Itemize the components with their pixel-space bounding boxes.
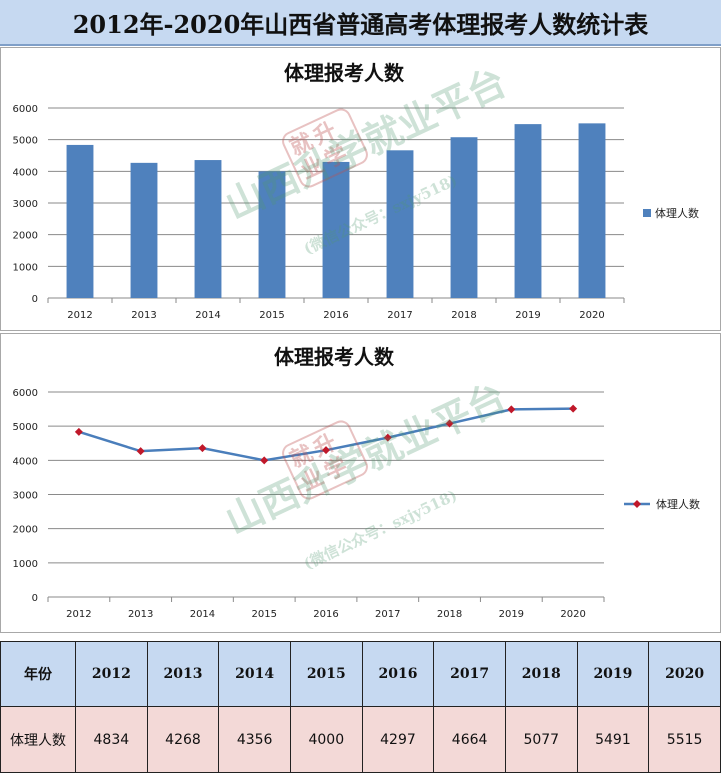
x-tick-label: 2017 [375,609,400,620]
data-point [507,405,516,414]
bar [322,161,350,298]
y-tick-label: 0 [32,294,38,305]
x-tick-label: 2020 [579,310,604,321]
year-cell: 2017 [433,641,506,707]
header-label-cell: 年份 [0,641,76,707]
x-tick-label: 2016 [313,609,338,620]
data-point [198,444,207,453]
y-tick-label: 1000 [13,559,38,570]
value-cell: 4834 [75,706,148,773]
x-tick-label: 2018 [451,310,476,321]
row-label-cell: 体理人数 [0,706,76,773]
y-tick-label: 0 [32,593,38,604]
data-point [383,433,392,442]
bar [450,137,478,298]
data-table: 年份 2012 2013 2014 2015 2016 2017 2018 20… [0,641,721,773]
year-cell: 2019 [576,641,650,707]
x-tick-label: 2016 [323,310,348,321]
y-tick-label: 2000 [13,525,38,536]
value-cell: 4664 [433,706,506,773]
y-tick-label: 4000 [13,167,38,178]
year-cell: 2012 [75,641,148,707]
x-tick-label: 2019 [499,609,524,620]
table-value-row: 体理人数 4834 4268 4356 4000 4297 4664 5077 … [0,706,721,773]
year-cell: 2020 [648,641,721,707]
chart-title: 体理报考人数 [274,345,395,369]
data-point [445,419,454,428]
table-header-row: 年份 2012 2013 2014 2015 2016 2017 2018 20… [0,641,721,707]
y-tick-label: 5000 [13,422,38,433]
y-tick-label: 2000 [13,231,38,242]
bar [386,150,414,298]
x-tick-label: 2018 [437,609,462,620]
year-cell: 2018 [504,641,578,707]
x-tick-label: 2014 [195,310,220,321]
y-tick-label: 5000 [13,136,38,147]
line-chart: 体理报考人数 0 1000 2000 3000 4000 5000 6000 2012 2013 2… [13,345,700,620]
bar [578,123,606,298]
y-tick-label: 1000 [13,262,38,273]
data-point [260,456,269,465]
x-tick-label: 2019 [515,310,540,321]
page-title: 2012年-2020年山西省普通高考体理报考人数统计表 [0,0,721,46]
bar [130,162,158,298]
bar [514,124,542,298]
data-point [136,447,145,456]
y-tick-label: 6000 [13,104,38,115]
year-cell: 2014 [218,641,291,707]
x-tick-label: 2012 [66,609,91,620]
bar-chart-panel: 体理报考人数 0 1000 2000 3000 4000 5000 6000 2012 2013 2… [0,47,721,331]
line-chart-panel: 体理报考人数 0 1000 2000 3000 4000 5000 6000 2012 2013 2… [0,333,721,633]
data-point [569,404,578,413]
value-cell: 4000 [289,706,363,773]
y-tick-label: 6000 [13,388,38,399]
y-tick-label: 3000 [13,491,38,502]
data-point [74,427,83,436]
bar [66,144,94,298]
bar-chart: 体理报考人数 0 1000 2000 3000 4000 5000 6000 2012 2013 2… [13,61,699,321]
x-tick-label: 2013 [131,310,156,321]
x-tick-label: 2015 [259,310,284,321]
x-tick-label: 2017 [387,310,412,321]
value-cell: 5491 [576,706,650,773]
value-cell: 4268 [146,706,220,773]
x-tick-label: 2013 [128,609,153,620]
value-cell: 5077 [504,706,578,773]
value-cell: 4297 [361,706,435,773]
x-tick-label: 2015 [251,609,276,620]
year-cell: 2015 [289,641,363,707]
x-tick-label: 2014 [190,609,215,620]
legend-label: 体理人数 [655,206,699,220]
y-tick-label: 4000 [13,456,38,467]
value-cell: 4356 [218,706,291,773]
x-tick-label: 2020 [560,609,585,620]
data-point [322,446,330,455]
legend-swatch [643,209,651,217]
chart-title: 体理报考人数 [284,61,405,85]
y-tick-label: 3000 [13,199,38,210]
legend-label: 体理人数 [656,497,700,511]
bar [194,160,222,298]
year-cell: 2016 [361,641,435,707]
bar [258,171,286,298]
x-tick-label: 2012 [67,310,92,321]
year-cell: 2013 [146,641,220,707]
legend-marker [633,500,641,508]
value-cell: 5515 [648,706,721,773]
